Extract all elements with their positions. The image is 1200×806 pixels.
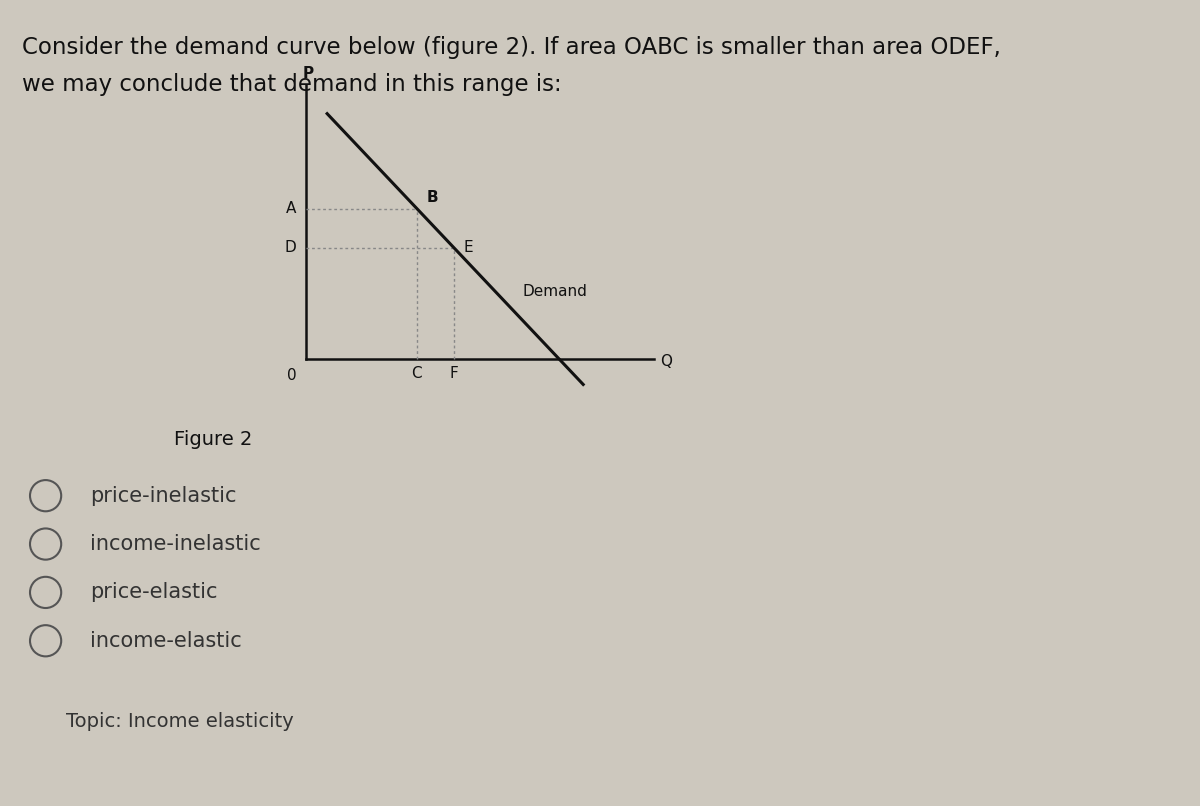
Text: income-elastic: income-elastic (90, 631, 241, 650)
Text: 0: 0 (287, 368, 296, 384)
Text: we may conclude that demand in this range is:: we may conclude that demand in this rang… (22, 73, 562, 96)
Text: Q: Q (660, 354, 672, 368)
Text: Topic: Income elasticity: Topic: Income elasticity (66, 712, 294, 731)
Text: D: D (284, 240, 296, 256)
Text: P: P (302, 65, 314, 81)
Text: B: B (426, 190, 438, 206)
Text: income-inelastic: income-inelastic (90, 534, 260, 554)
Text: price-inelastic: price-inelastic (90, 486, 236, 505)
Text: Figure 2: Figure 2 (174, 430, 252, 449)
Text: E: E (463, 240, 473, 256)
Text: A: A (286, 201, 296, 216)
Text: price-elastic: price-elastic (90, 583, 217, 602)
Text: C: C (412, 367, 422, 381)
Text: Demand: Demand (522, 284, 587, 299)
Text: F: F (450, 367, 458, 381)
Text: Consider the demand curve below (figure 2). If area OABC is smaller than area OD: Consider the demand curve below (figure … (22, 36, 1001, 60)
